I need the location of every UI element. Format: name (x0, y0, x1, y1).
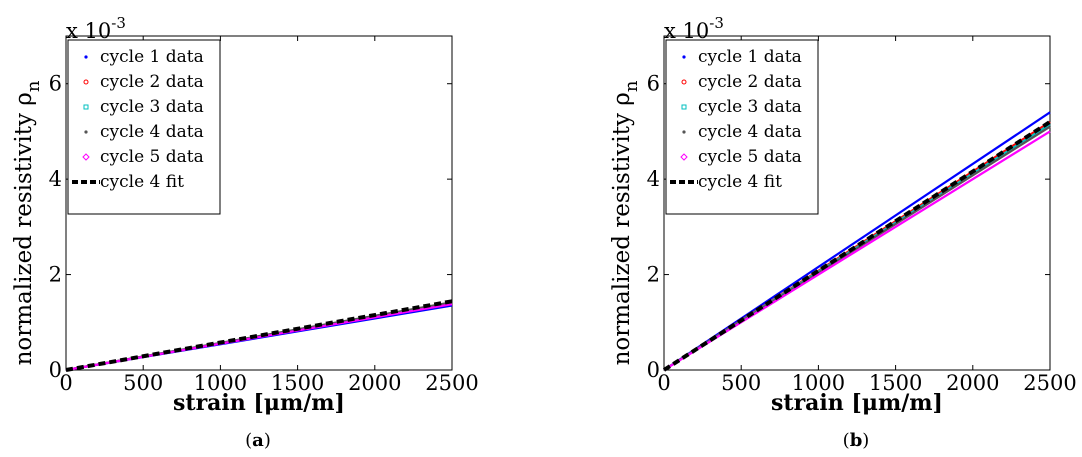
chart-panel-a: 0 500 1000 1500 2000 2500 0 2 4 6 strain [μm/m] nor… (11, 14, 479, 451)
legend-entry: cycle 1 data (698, 47, 802, 67)
x-tick-label: 1000 (194, 371, 247, 395)
x-tick-label: 2000 (348, 371, 401, 395)
legend-swatch (84, 130, 88, 134)
legend-entry: cycle 4 fit (100, 172, 184, 192)
legend-entry: cycle 3 data (100, 97, 204, 117)
legend-entry: cycle 2 data (698, 72, 802, 92)
x-tick-label: 0 (657, 371, 670, 395)
legend-entry: cycle 2 data (100, 72, 204, 92)
legend-swatch (83, 79, 89, 85)
x-tick-label: 2000 (946, 371, 999, 395)
legend-swatch (681, 104, 687, 110)
legend-swatch (83, 104, 89, 110)
legend-swatch (680, 153, 688, 161)
legend-entry: cycle 4 fit (698, 172, 782, 192)
panel-caption-letter: b (850, 430, 863, 451)
y-axis-label: normalized resistivity ρn (609, 80, 642, 365)
y-axis-multiplier-exponent: -3 (111, 14, 126, 32)
legend-box (665, 39, 819, 215)
legend-entry: cycle 5 data (698, 147, 802, 167)
y-tick-label: 4 (49, 167, 62, 191)
x-tick-label: 1500 (271, 371, 324, 395)
x-axis-label: strain [μm/m] (173, 390, 345, 416)
y-tick-label: 2 (49, 263, 62, 287)
panel-caption: (b) (843, 430, 870, 451)
series-line-cycle-5-data (65, 303, 453, 372)
legend-box (67, 39, 221, 215)
y-tick-label: 0 (647, 358, 660, 382)
x-tick-label: 2500 (425, 371, 478, 395)
panel-caption-letter: a (252, 430, 264, 451)
x-tick-label: 500 (721, 371, 761, 395)
y-tick-label: 0 (49, 358, 62, 382)
y-tick-label: 4 (647, 167, 660, 191)
y-axis-multiplier-exponent: -3 (709, 14, 724, 32)
x-tick-label: 2500 (1023, 371, 1076, 395)
x-tick-label: 1000 (792, 371, 845, 395)
panel-caption-close: ) (862, 430, 869, 451)
legend-entry: cycle 5 data (100, 147, 204, 167)
legend-swatch (681, 79, 687, 85)
x-tick-label: 1500 (869, 371, 922, 395)
y-axis-label-subscript: n (23, 80, 44, 92)
series-line-cycle-5-data (663, 130, 1051, 371)
chart-panel-b: 0 500 1000 1500 2000 2500 0 2 4 6 strain [μm/m] nor… (609, 14, 1077, 451)
y-tick-label: 6 (647, 72, 660, 96)
legend-swatch (682, 130, 686, 134)
legend-entry: cycle 3 data (698, 97, 802, 117)
y-axis-label: normalized resistivity ρn (11, 80, 44, 365)
y-tick-label: 6 (49, 72, 62, 96)
x-tick-label: 0 (59, 371, 72, 395)
x-tick-label: 500 (123, 371, 163, 395)
y-axis-label-subscript: n (621, 80, 642, 92)
legend-entry: cycle 4 data (698, 122, 802, 142)
legend-swatch (84, 55, 88, 59)
panel-caption-close: ) (264, 430, 271, 451)
x-axis-label: strain [μm/m] (771, 390, 943, 416)
y-tick-label: 2 (647, 263, 660, 287)
panel-caption: (a) (245, 430, 271, 451)
legend-swatch (682, 55, 686, 59)
legend-swatch (82, 153, 90, 161)
legend-entry: cycle 4 data (100, 122, 204, 142)
legend-entry: cycle 1 data (100, 47, 204, 67)
